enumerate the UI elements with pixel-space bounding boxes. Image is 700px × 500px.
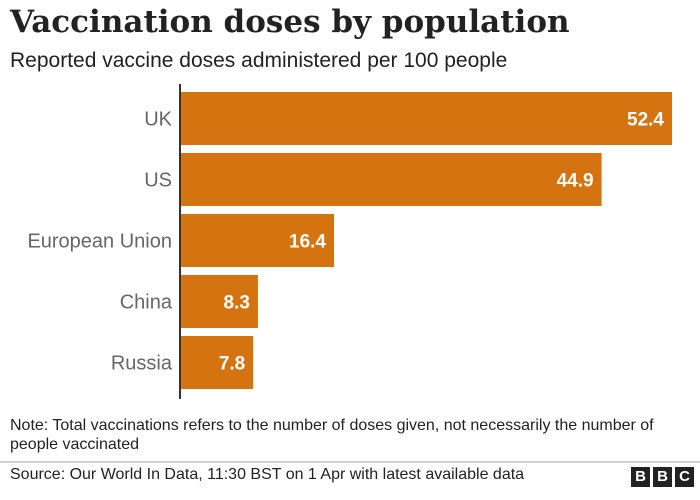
category-label-us: US <box>144 170 172 192</box>
value-label-china: 8.3 <box>224 293 250 314</box>
chart-subtitle: Reported vaccine doses administered per … <box>10 49 508 72</box>
value-label-us: 44.9 <box>557 171 594 192</box>
bar-us <box>180 153 602 206</box>
value-label-russia: 7.8 <box>219 354 245 375</box>
bar-china <box>180 275 258 328</box>
source-line: Source: Our World In Data, 11:30 BST on … <box>10 466 525 483</box>
bar-chart: UK 52.4 US 44.9 European Union 16.4 China 8.3 Ru… <box>27 84 672 399</box>
category-label-european-union: European Union <box>27 231 172 253</box>
bar-uk <box>180 92 672 145</box>
chart-note: Note: Total vaccinations refers to the n… <box>10 417 654 453</box>
category-label-russia: Russia <box>111 353 173 375</box>
value-label-uk: 52.4 <box>627 110 664 131</box>
logo-letter-b1: B <box>631 467 650 487</box>
chart-title: Vaccination doses by population <box>10 4 570 40</box>
footer-divider <box>0 461 700 463</box>
logo-letter-b2: B <box>653 467 672 487</box>
category-label-china: China <box>120 292 173 314</box>
bar-russia <box>180 336 254 389</box>
bar-european-union <box>180 214 334 267</box>
logo-letter-c: C <box>675 467 694 487</box>
category-label-uk: UK <box>144 109 172 131</box>
value-label-european-union: 16.4 <box>289 232 326 253</box>
bbc-logo: B B C <box>631 467 694 487</box>
